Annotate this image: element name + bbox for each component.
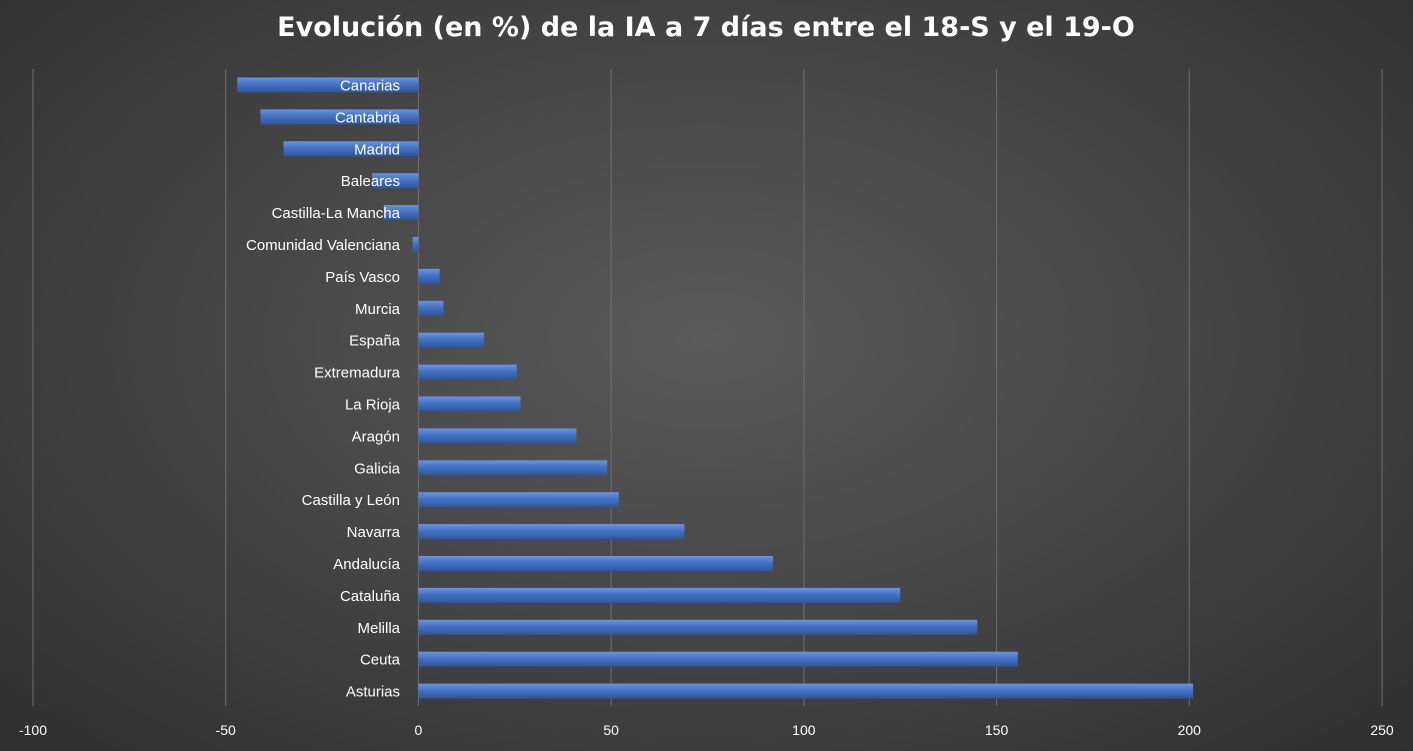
category-label: Galicia xyxy=(354,460,401,477)
category-label: Madrid xyxy=(354,141,400,158)
category-label: Extremadura xyxy=(314,365,401,382)
bar xyxy=(237,77,419,93)
category-label: Baleares xyxy=(341,173,400,190)
category-label: La Rioja xyxy=(345,397,401,414)
bar xyxy=(260,109,419,125)
x-tick-label: -100 xyxy=(19,722,47,738)
bar xyxy=(418,332,484,348)
bar xyxy=(372,173,419,189)
bar xyxy=(418,300,444,316)
category-label: Asturias xyxy=(346,684,400,701)
bar xyxy=(418,268,440,284)
category-label: Andalucía xyxy=(333,556,400,573)
x-axis-ticks: -100 -50 0 50 100 150 200 250 xyxy=(19,722,1394,738)
category-label: Cantabria xyxy=(335,109,401,126)
category-label: Navarra xyxy=(347,524,401,541)
gridlines xyxy=(32,69,1383,706)
bar xyxy=(418,556,774,571)
bar xyxy=(283,141,419,157)
category-label: Comunidad Valenciana xyxy=(246,237,401,254)
category-label: Cataluña xyxy=(340,588,401,605)
category-label: Ceuta xyxy=(360,652,401,669)
bar xyxy=(418,683,1194,699)
bar xyxy=(418,428,577,444)
bar xyxy=(418,619,978,635)
category-labels: Canarias Cantabria Madrid Baleares Castilla-… xyxy=(246,78,401,701)
bar xyxy=(418,492,619,508)
x-tick-label: 200 xyxy=(1178,722,1202,738)
category-label: Castilla y León xyxy=(302,492,400,509)
category-label: Melilla xyxy=(357,620,400,637)
bar xyxy=(418,651,1018,667)
x-tick-label: 150 xyxy=(985,722,1009,738)
category-label: Canarias xyxy=(340,78,400,95)
bar xyxy=(418,587,901,603)
bar xyxy=(418,524,685,540)
category-label: País Vasco xyxy=(325,269,400,286)
chart-title: Evolución (en %) de la IA a 7 días entre… xyxy=(277,12,1135,43)
category-label: Murcia xyxy=(355,301,401,318)
x-tick-label: 250 xyxy=(1370,722,1394,738)
bar xyxy=(383,205,419,221)
x-tick-label: 0 xyxy=(415,722,423,738)
x-tick-label: -50 xyxy=(216,722,236,738)
category-label: Aragón xyxy=(352,428,400,445)
bars xyxy=(237,77,1194,699)
category-label: España xyxy=(349,333,401,350)
category-label: Castilla-La Mancha xyxy=(272,205,401,222)
bar xyxy=(412,237,419,252)
bar xyxy=(418,460,608,476)
x-tick-label: 50 xyxy=(603,722,619,738)
bar xyxy=(418,364,517,380)
x-tick-label: 100 xyxy=(792,722,816,738)
bar xyxy=(418,396,521,412)
